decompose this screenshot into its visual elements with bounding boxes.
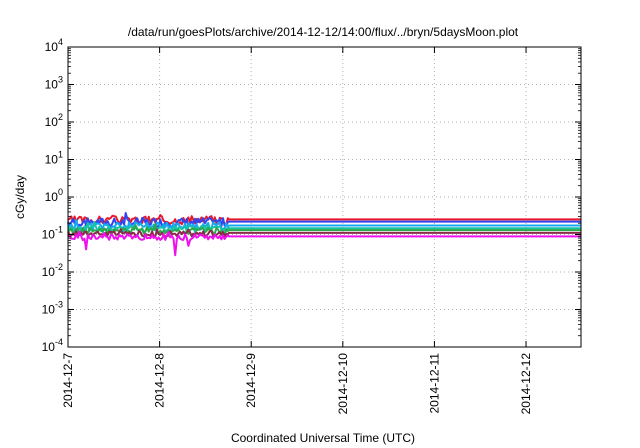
x-tick-label: 2014-12-9 xyxy=(244,353,258,408)
y-tick-label: 10-2 xyxy=(42,262,63,279)
x-tick-label: 2014-12-10 xyxy=(336,353,350,415)
series-line-6 xyxy=(67,228,581,238)
x-axis-label: Coordinated Universal Time (UTC) xyxy=(231,431,415,445)
y-tick-label: 104 xyxy=(45,37,63,54)
ticks: 10-4 10-3 10-2 10-1 100 101 102 103 104 2014-12-7… xyxy=(42,37,581,414)
y-tick-label: 100 xyxy=(45,187,63,204)
x-tick-label: 2014-12-8 xyxy=(153,353,167,408)
x-tick-label: 2014-12-7 xyxy=(61,353,75,408)
series-group xyxy=(67,212,581,257)
series-line-7 xyxy=(67,230,581,257)
y-axis-label: cGy/day xyxy=(13,175,27,219)
y-tick-label: 10-4 xyxy=(42,337,63,354)
y-tick-label: 102 xyxy=(45,112,63,129)
series-line-5 xyxy=(67,223,581,235)
x-tick-label: 2014-12-11 xyxy=(427,353,441,414)
y-tick-label: 103 xyxy=(45,75,63,92)
grid xyxy=(68,47,581,347)
x-tick-label: 2014-12-12 xyxy=(519,353,533,415)
y-tick-label: 10-1 xyxy=(42,225,63,242)
y-tick-label: 101 xyxy=(45,150,63,167)
chart-title: /data/run/goesPlots/archive/2014-12-12/1… xyxy=(128,25,519,39)
y-tick-label: 10-3 xyxy=(42,300,63,317)
